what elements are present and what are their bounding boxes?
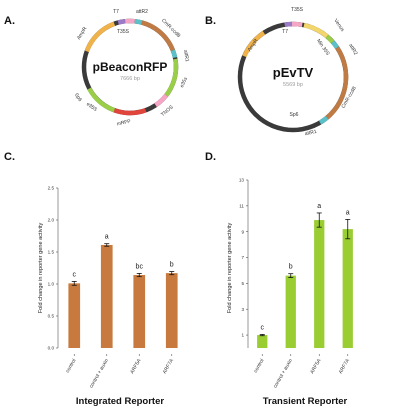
plasmid-a-label-t7: T7	[113, 9, 119, 15]
plasmid-b-label-attr2: attR2	[347, 43, 358, 57]
plasmid-a-mrfp-segment	[113, 108, 147, 116]
plasmid-b-venus-segment	[303, 22, 329, 39]
bar	[314, 220, 325, 348]
significance-letter: b	[289, 264, 293, 271]
plasmid-b-t7-segment	[284, 21, 293, 27]
plasmid-b-label-attr1: attR1	[304, 129, 317, 137]
plasmid-a-size: 7666 bp	[120, 76, 140, 82]
panel-letter-d: D.	[205, 151, 216, 163]
plasmid-a-label-e35s-right: e35s	[179, 76, 189, 89]
plasmid-b-min35s-segment	[325, 34, 335, 44]
x-tick-label: ARF7A	[338, 357, 352, 375]
significance-letter: c	[261, 324, 265, 331]
plasmid-b-label-t35s: T35S	[291, 7, 304, 13]
x-tick-label: ARF5A	[309, 357, 323, 375]
y-tick-label: 2.0	[48, 218, 55, 223]
x-tick-label: control + auxin	[272, 358, 294, 389]
bar	[100, 244, 113, 348]
y-tick-label: 7	[241, 255, 244, 260]
bar	[257, 335, 268, 348]
x-tick-label: control	[65, 358, 78, 374]
bar	[342, 229, 353, 348]
plasmid-a-e35s-right-segment	[164, 58, 179, 97]
y-tick-label: 9	[241, 229, 244, 234]
chart-c-plot: 0.0 0.5 1.0 1.5 2.0 2.5 c control a control + aux…	[48, 186, 178, 389]
plasmid-map-a	[81, 18, 179, 116]
plasmid-b-t35s-segment	[291, 21, 303, 28]
y-tick-label: 11	[239, 203, 244, 208]
chart-c-title: Integrated Reporter	[76, 396, 164, 407]
plasmid-a-label-sp6: Sp6	[73, 92, 83, 103]
y-tick-label: 1.0	[48, 282, 55, 287]
plasmid-a-cmr-ccdb-segment	[141, 20, 175, 52]
x-tick-label: ARF7A	[162, 357, 176, 375]
plasmid-a-attr2-segment	[134, 19, 143, 25]
y-tick-label: 13	[239, 178, 245, 183]
significance-letter: a	[317, 203, 321, 210]
plasmid-b-label-min35s: Min 35S	[315, 38, 331, 57]
panel-a: A. pBeaconRFP 7666 bp	[4, 9, 190, 127]
chart-d-title: Transient Reporter	[263, 396, 348, 407]
plasmid-a-label-t35s: T35S	[117, 29, 130, 35]
bar	[285, 275, 296, 348]
plasmid-b-cmr-ccdb-segment	[325, 46, 349, 120]
plasmid-a-ampr-segment	[84, 21, 116, 53]
panel-d: D. Fold change in reporter gene activity…	[205, 151, 353, 407]
plasmid-b-label-t7: T7	[282, 29, 288, 35]
bar	[133, 275, 146, 348]
bar	[68, 283, 81, 348]
plasmid-b-label-sp6: Sp6	[290, 112, 299, 118]
chart-d-ylabel: Fold change in reporter gene activity	[227, 223, 233, 314]
plasmid-a-e35s-left-segment	[87, 87, 116, 113]
plasmid-map-b	[237, 21, 349, 133]
plasmid-b-attr2-segment	[330, 40, 340, 50]
significance-letter: a	[105, 234, 109, 241]
y-tick-label: 1	[241, 333, 244, 338]
plasmid-a-attr1-segment	[170, 49, 178, 58]
plasmid-b-label-venus: Venus	[332, 18, 345, 33]
panel-b: B. pEvTV 5569 bp T35S T7 Venus attR2 Min	[205, 7, 359, 137]
plasmid-a-label-ampr: AmpR	[76, 26, 89, 41]
y-tick-label: 2.5	[48, 186, 55, 191]
plasmid-b-attr1-segment	[318, 115, 329, 125]
significance-letter: b	[170, 262, 174, 269]
plasmid-a-tnos-segment	[154, 93, 168, 107]
chart-c-ylabel: Fold change in reporter gene activity	[38, 223, 44, 314]
significance-letter: a	[346, 209, 350, 216]
panel-c: C. Fold change in reporter gene activity…	[4, 151, 178, 407]
plasmid-b-size: 5569 bp	[283, 82, 303, 88]
panel-letter-a: A.	[4, 15, 15, 27]
y-tick-label: 0.0	[48, 346, 55, 351]
x-tick-label: ARF5A	[129, 357, 143, 375]
panel-letter-c: C.	[4, 151, 15, 163]
x-tick-label: control	[253, 358, 266, 374]
plasmid-b-name: pEvTV	[273, 65, 314, 80]
plasmid-a-label-e35s-left: e35S	[85, 101, 99, 113]
bar	[165, 273, 178, 348]
plasmid-b-ampr-segment	[242, 30, 266, 58]
significance-letter: c	[73, 271, 77, 278]
plasmid-a-label-tnos: TNOS	[160, 104, 175, 118]
plasmid-a-label-attr2: attR2	[136, 9, 148, 15]
panel-letter-b: B.	[205, 15, 216, 27]
x-tick-label: control + auxin	[88, 358, 110, 389]
plasmid-a-label-mrfp: mRFP	[116, 118, 132, 127]
significance-letter: bc	[136, 263, 144, 270]
plasmid-a-name: pBeaconRFP	[93, 60, 168, 74]
y-tick-label: 0.5	[48, 314, 55, 319]
y-tick-label: 3	[241, 307, 244, 312]
plasmid-a-label-attr1: attR1	[182, 49, 190, 62]
plasmid-a-t7-segment	[117, 19, 126, 25]
y-tick-label: 1.5	[48, 250, 55, 255]
y-tick-label: 5	[241, 281, 244, 286]
